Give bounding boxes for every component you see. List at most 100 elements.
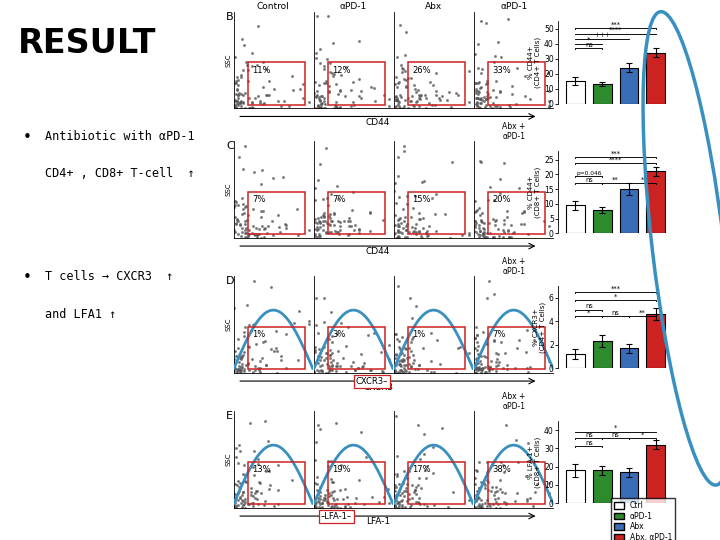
Point <box>238 200 249 208</box>
Point <box>311 87 323 96</box>
Point <box>494 175 505 184</box>
Point <box>488 58 500 67</box>
Text: 17%: 17% <box>413 465 431 475</box>
Point <box>332 104 343 113</box>
Point <box>319 494 330 502</box>
Point <box>394 215 405 224</box>
Point <box>390 350 401 359</box>
Point <box>469 197 481 206</box>
Point <box>396 68 408 76</box>
Point <box>417 224 428 233</box>
Point <box>314 345 325 353</box>
Point <box>495 53 507 62</box>
Point <box>229 197 240 205</box>
Point <box>394 361 405 369</box>
Point <box>316 91 328 100</box>
Point <box>366 366 377 375</box>
Point <box>271 347 283 356</box>
Point <box>338 494 349 503</box>
Point <box>235 102 246 111</box>
Point <box>323 362 335 370</box>
Point <box>235 97 246 105</box>
Point <box>258 232 270 241</box>
Point <box>312 90 323 99</box>
Point <box>256 354 268 362</box>
Point <box>238 501 249 510</box>
Point <box>232 101 243 110</box>
Bar <box>328 462 385 504</box>
Point <box>400 76 412 85</box>
Point <box>482 90 494 98</box>
Point <box>408 102 420 111</box>
Point <box>463 348 474 357</box>
Point <box>521 326 533 334</box>
Point <box>495 458 507 467</box>
Point <box>498 227 510 236</box>
Point <box>391 470 402 478</box>
Point <box>234 361 246 370</box>
Point <box>243 226 254 234</box>
Point <box>469 344 481 353</box>
Point <box>392 498 403 507</box>
Point <box>235 362 247 371</box>
Point <box>482 364 494 373</box>
Point <box>255 212 266 221</box>
Point <box>248 168 260 177</box>
Point <box>507 89 518 98</box>
Point <box>325 350 336 359</box>
Point <box>394 360 405 368</box>
Point <box>243 211 254 219</box>
Point <box>415 94 426 103</box>
Point <box>320 490 331 499</box>
Point <box>400 483 411 492</box>
Point <box>251 495 262 504</box>
Point <box>230 351 242 360</box>
Point <box>469 334 481 342</box>
Point <box>325 69 337 78</box>
Point <box>237 360 248 368</box>
Point <box>484 365 495 374</box>
Point <box>320 353 332 362</box>
Bar <box>328 327 385 369</box>
Point <box>415 500 426 508</box>
Point <box>504 103 516 111</box>
Point <box>268 84 279 93</box>
Point <box>479 218 490 227</box>
Point <box>396 367 408 375</box>
Point <box>335 103 346 112</box>
Point <box>518 220 530 228</box>
Point <box>321 497 333 506</box>
Point <box>256 207 267 215</box>
Text: *: * <box>587 310 590 316</box>
Point <box>408 457 420 465</box>
Point <box>487 460 498 469</box>
Point <box>310 348 321 356</box>
Point <box>344 217 356 225</box>
Point <box>383 102 395 110</box>
Point <box>452 91 464 99</box>
Point <box>318 62 330 71</box>
Point <box>404 368 415 376</box>
Point <box>498 363 509 372</box>
Point <box>408 356 420 364</box>
Point <box>418 429 430 438</box>
Point <box>472 63 484 72</box>
Point <box>399 141 410 150</box>
Point <box>483 500 495 508</box>
Text: *: * <box>641 432 644 438</box>
Point <box>389 361 400 370</box>
Point <box>292 231 303 239</box>
Point <box>450 368 462 377</box>
Text: ns: ns <box>585 177 593 183</box>
Point <box>364 208 376 217</box>
Point <box>471 206 482 214</box>
Point <box>313 232 325 241</box>
Point <box>230 502 241 510</box>
Point <box>421 366 433 374</box>
Point <box>240 202 251 211</box>
Point <box>262 437 274 445</box>
Point <box>230 100 242 109</box>
Point <box>315 99 327 108</box>
Point <box>314 44 325 53</box>
Point <box>234 220 246 229</box>
